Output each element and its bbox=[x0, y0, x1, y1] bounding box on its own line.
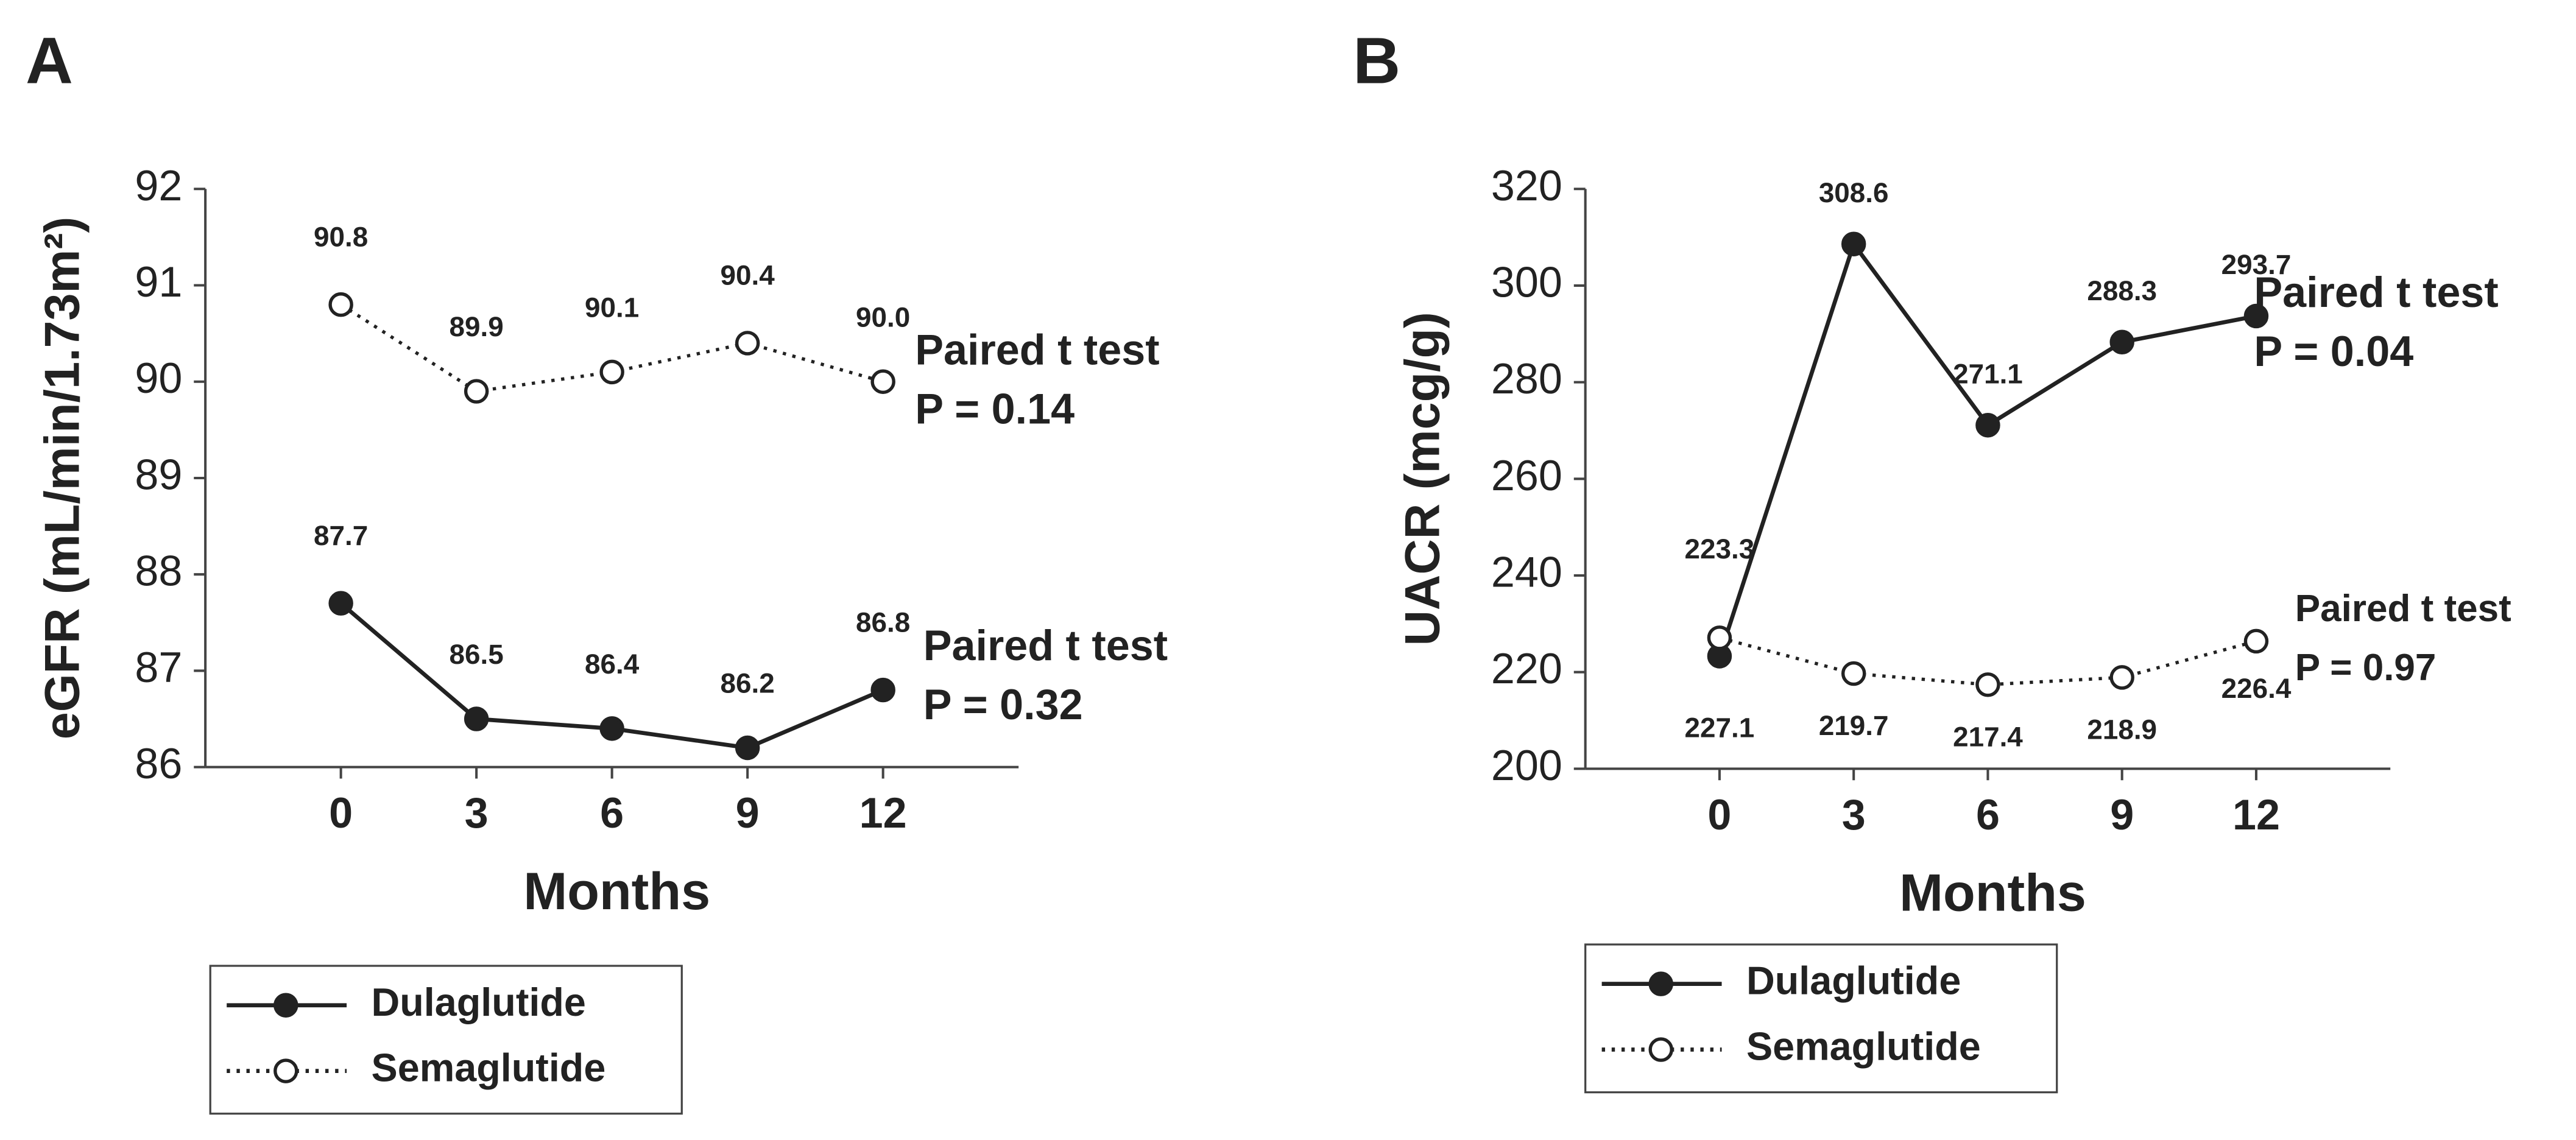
y-tick-label: 220 bbox=[1491, 645, 1562, 692]
y-tick-label: 91 bbox=[135, 258, 182, 306]
annotation: Paired t test bbox=[2295, 588, 2511, 630]
y-tick-label: 90 bbox=[135, 354, 182, 402]
data-label: 227.1 bbox=[1685, 711, 1755, 743]
legend-label: Semaglutide bbox=[372, 1046, 606, 1090]
y-tick-label: 280 bbox=[1491, 355, 1562, 403]
data-point bbox=[2109, 665, 2134, 690]
data-point bbox=[735, 331, 760, 356]
data-label: 217.4 bbox=[1953, 720, 2023, 752]
data-point bbox=[464, 379, 489, 404]
y-tick-label: 260 bbox=[1491, 452, 1562, 499]
data-point bbox=[1707, 625, 1732, 650]
data-point bbox=[870, 369, 895, 394]
legend-marker bbox=[1648, 1037, 1673, 1062]
data-label: 288.3 bbox=[2087, 275, 2157, 306]
data-point bbox=[1841, 661, 1866, 686]
x-tick-label: 9 bbox=[736, 789, 760, 837]
y-tick-label: 88 bbox=[135, 547, 182, 595]
data-point bbox=[599, 359, 624, 385]
data-point bbox=[1975, 413, 2000, 438]
x-tick-label: 12 bbox=[2232, 791, 2280, 839]
data-label: 293.7 bbox=[2221, 248, 2292, 280]
data-label: 86.5 bbox=[450, 638, 504, 670]
data-point bbox=[1975, 672, 2000, 697]
data-label: 223.3 bbox=[1685, 533, 1755, 565]
legend-box bbox=[209, 965, 683, 1115]
annotation: Paired t test bbox=[923, 622, 1168, 669]
data-label: 90.0 bbox=[856, 301, 910, 332]
y-tick-label: 89 bbox=[135, 451, 182, 498]
x-tick-label: 6 bbox=[600, 789, 624, 837]
data-point bbox=[328, 292, 353, 317]
data-point bbox=[1841, 231, 1866, 256]
legend-label: Dulaglutide bbox=[372, 980, 586, 1024]
annotation: P = 0.32 bbox=[923, 681, 1083, 728]
x-tick-label: 0 bbox=[329, 789, 353, 837]
data-label: 87.7 bbox=[314, 519, 368, 551]
y-tick-label: 320 bbox=[1491, 162, 1562, 209]
data-label: 86.8 bbox=[856, 606, 910, 638]
x-axis-label: Months bbox=[1899, 864, 2086, 923]
legend-label: Dulaglutide bbox=[1746, 959, 1961, 1003]
y-tick-label: 87 bbox=[135, 644, 182, 691]
x-axis-label: Months bbox=[523, 862, 710, 921]
data-point bbox=[328, 591, 353, 616]
x-tick-label: 12 bbox=[859, 789, 907, 837]
data-point bbox=[870, 677, 895, 703]
x-tick-label: 9 bbox=[2110, 791, 2134, 839]
panel-letter: B bbox=[1353, 24, 1400, 97]
series-line bbox=[1719, 636, 2257, 686]
x-tick-label: 3 bbox=[1842, 791, 1866, 839]
x-tick-label: 6 bbox=[1976, 791, 2000, 839]
data-label: 90.1 bbox=[585, 292, 639, 323]
legend-label: Semaglutide bbox=[1746, 1024, 1981, 1069]
legend-marker bbox=[1648, 971, 1673, 996]
y-tick-label: 92 bbox=[135, 162, 182, 209]
y-tick-label: 240 bbox=[1491, 549, 1562, 596]
annotation: P = 0.04 bbox=[2254, 328, 2413, 375]
annotation: Paired t test bbox=[915, 326, 1159, 374]
data-label: 89.9 bbox=[450, 311, 504, 342]
legend-box bbox=[1584, 943, 2058, 1094]
data-point bbox=[2243, 628, 2269, 654]
data-point bbox=[599, 716, 624, 741]
y-tick-label: 86 bbox=[135, 740, 182, 787]
data-label: 90.4 bbox=[721, 259, 775, 291]
data-label: 86.2 bbox=[721, 667, 775, 699]
annotation: P = 0.14 bbox=[915, 385, 1075, 433]
data-point bbox=[735, 735, 760, 761]
data-label: 218.9 bbox=[2087, 714, 2157, 745]
data-label: 219.7 bbox=[1819, 709, 1889, 741]
x-tick-label: 0 bbox=[1707, 791, 1731, 839]
annotation: P = 0.97 bbox=[2295, 647, 2437, 689]
data-label: 86.4 bbox=[585, 648, 640, 680]
y-axis-label: eGFR (mL/min/1.73m²) bbox=[35, 217, 90, 740]
data-label: 226.4 bbox=[2221, 672, 2292, 704]
y-axis-label: UACR (mcg/g) bbox=[1395, 312, 1450, 646]
y-tick-label: 200 bbox=[1491, 742, 1562, 789]
series-line bbox=[1717, 239, 2257, 657]
data-point bbox=[2243, 303, 2269, 329]
data-point bbox=[464, 706, 489, 731]
data-point bbox=[2109, 329, 2134, 355]
data-label: 271.1 bbox=[1953, 357, 2023, 389]
data-label: 308.6 bbox=[1819, 177, 1889, 208]
annotation: Paired t test bbox=[2254, 269, 2498, 316]
legend-marker bbox=[273, 993, 298, 1018]
data-label: 90.8 bbox=[314, 220, 368, 252]
x-tick-label: 3 bbox=[465, 789, 489, 837]
y-tick-label: 300 bbox=[1491, 258, 1562, 306]
panel-letter: A bbox=[26, 24, 73, 97]
legend-marker bbox=[273, 1058, 298, 1083]
